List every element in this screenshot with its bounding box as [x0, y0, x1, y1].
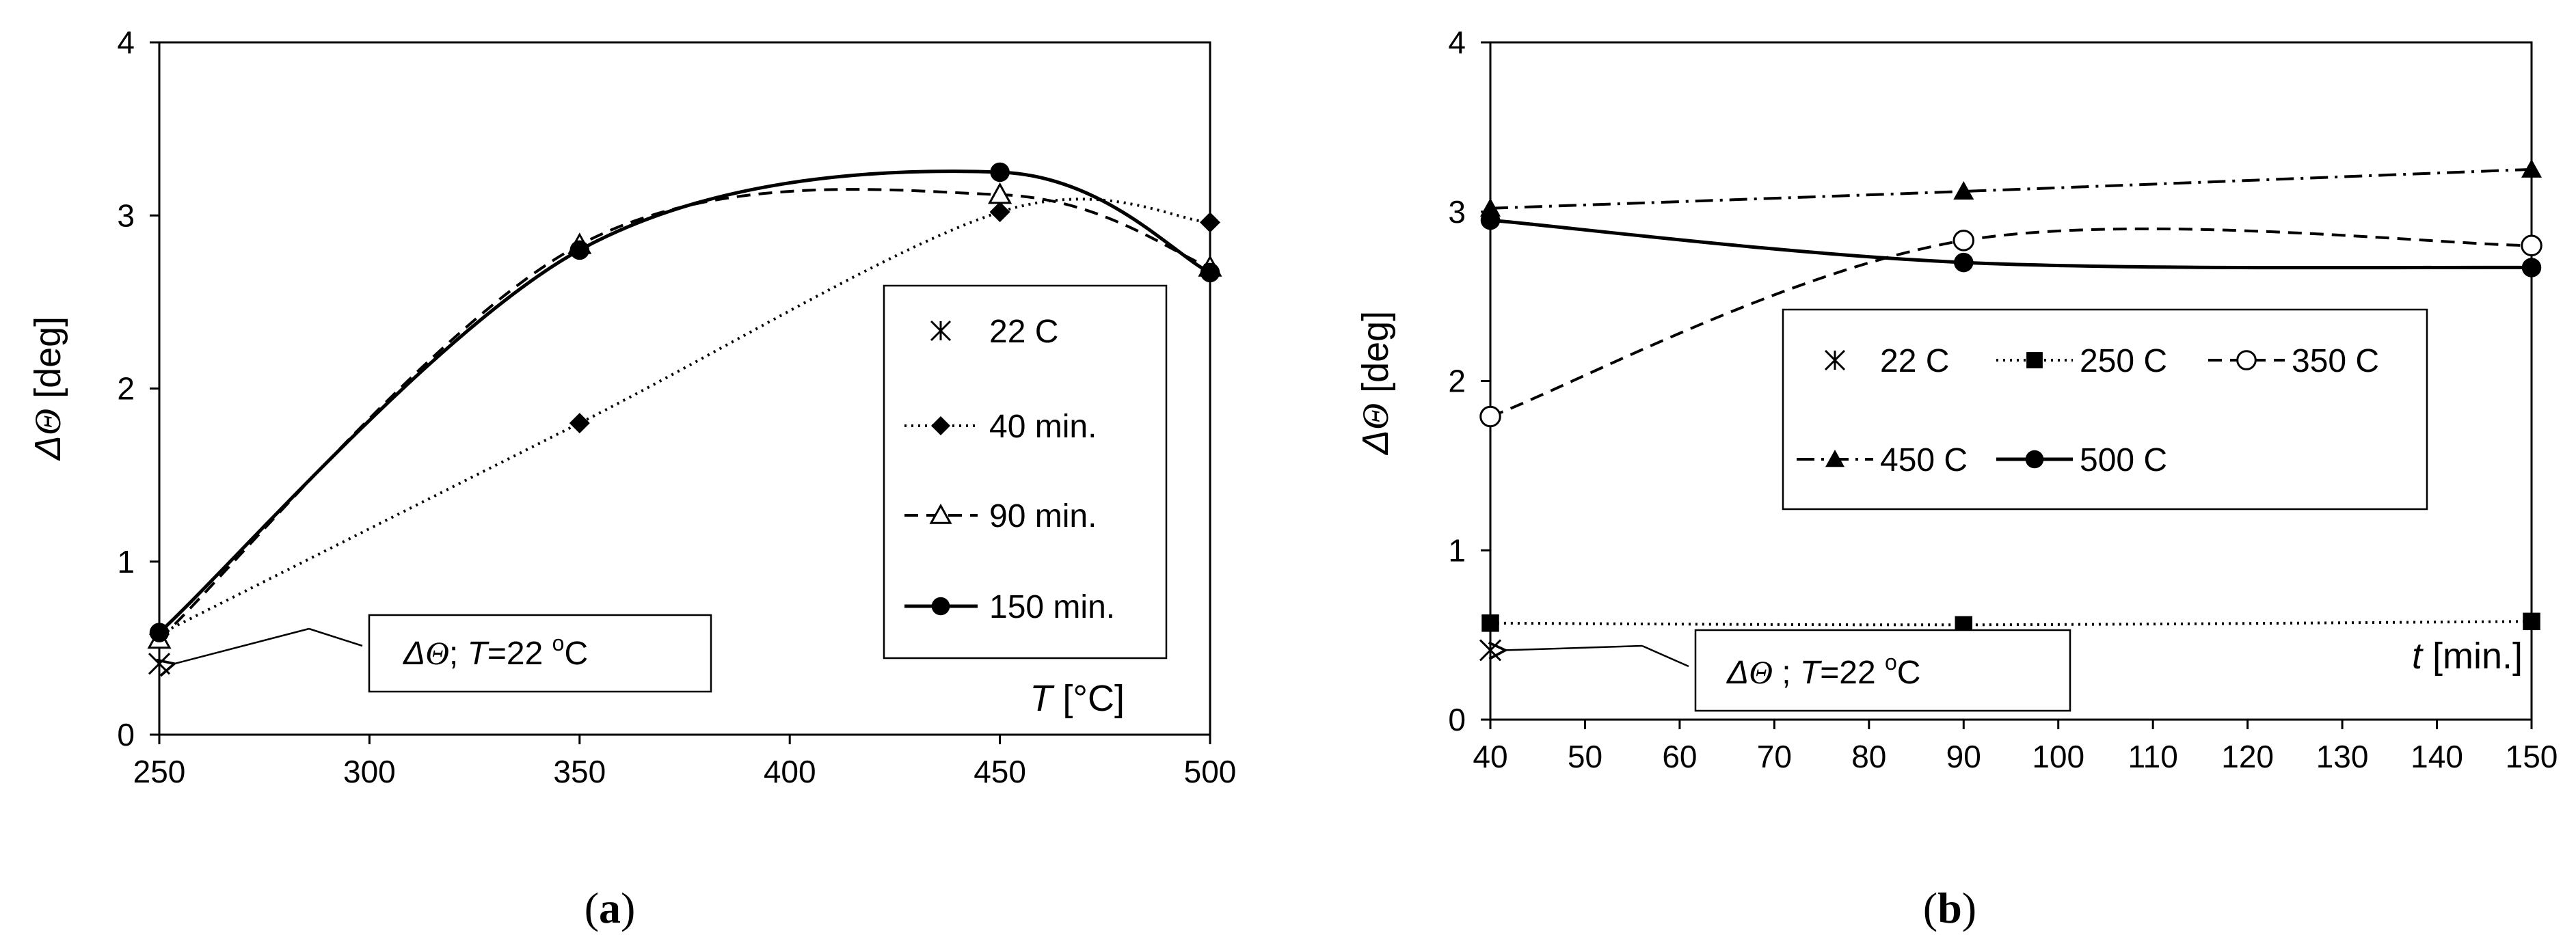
chart-b-point-250-c-0 [1481, 614, 1499, 632]
chart-a-y-tick-label: 2 [117, 371, 135, 407]
chart-b-x-tick-label: 110 [2128, 739, 2178, 774]
chart-a-series-line-150-min [158, 169, 1211, 634]
chart-b-x-tick-label: 140 [2411, 739, 2463, 774]
chart-b-legend-box [1782, 308, 2428, 511]
chart-a-point-40-min-2 [989, 202, 1010, 223]
chart-b-caption: (b) [1923, 884, 1976, 932]
chart-b-y-tick-label: 2 [1448, 364, 1466, 399]
chart-b-y-tick-label: 3 [1448, 194, 1466, 230]
chart-a-annotation-leader [308, 627, 363, 647]
chart-a-x-axis-label: T [°C] [1030, 678, 1125, 719]
chart-a-annotation: ΔΘ; T=22 oC [174, 614, 712, 693]
chart-a-y-axis-label: ΔΘ [deg] [27, 316, 68, 461]
chart-b-legend-rows: 22 C 250 C 350 C 450 C 500 C [1797, 343, 2379, 478]
chart-b-legend-label-350-c: 350 C [2292, 343, 2379, 379]
chart-b-x-tick-label: 80 [1851, 739, 1886, 774]
chart-a-legend-label-90-min: 90 min. [989, 498, 1097, 534]
chart-b-x-tick-label: 150 [2506, 739, 2558, 774]
chart-b-x-tick-label: 90 [1946, 739, 1981, 774]
chart-a-x-tick-label: 350 [553, 754, 606, 789]
chart-a-legend-marker-90-min [929, 503, 952, 524]
chart-b-x-tick-label: 130 [2316, 739, 2369, 774]
chart-a-annotation-arrow [174, 627, 310, 664]
chart-a-point-22-c-0 [148, 653, 171, 675]
chart-a-legend-marker-22-c [930, 320, 952, 342]
chart-b-x-tick-label: 120 [2221, 739, 2274, 774]
chart-b-series-line-450-c [1490, 167, 2532, 210]
chart-a-x-tick-label: 500 [1184, 754, 1237, 789]
chart-a-legend-label-150-min: 150 min. [989, 589, 1115, 625]
chart-b-annotation-text: ΔΘ ; T=22 oC [1726, 650, 1920, 691]
chart-b-legend-marker-350-c [2236, 350, 2257, 370]
chart-b-legend-label-250-c: 250 C [2080, 343, 2167, 379]
chart-b-legend-marker-450-c [1825, 450, 1844, 467]
chart-a-y-tick-label: 4 [117, 25, 135, 60]
chart-a-annotation-text: ΔΘ; T=22 oC [403, 631, 588, 672]
chart-a-y-tick-label: 1 [117, 544, 135, 580]
chart-b-point-500-c-0 [1480, 210, 1501, 230]
chart-b-legend-label-22-c: 22 C [1880, 343, 1949, 379]
chart-b-x-tick-label: 100 [2032, 739, 2084, 774]
chart-b-y-tick-label: 1 [1448, 532, 1466, 568]
chart-a-point-150-min-3 [1200, 262, 1220, 283]
chart-a-x-tick-label: 400 [764, 754, 816, 789]
chart-a-point-90-min-2 [988, 182, 1012, 204]
chart-a-legend-marker-40-min [931, 416, 950, 435]
chart-b-point-500-c-2 [2521, 258, 2542, 277]
chart-b-series-line-250-c [1490, 620, 2532, 627]
chart-b-legend-marker-22-c [1824, 349, 1846, 371]
chart-b-x-tick-label: 60 [1662, 739, 1697, 774]
chart-b-y-tick-label: 4 [1448, 25, 1466, 60]
chart-a-point-150-min-0 [149, 623, 170, 642]
chart-b-x-tick-label: 40 [1473, 739, 1507, 774]
chart-a-point-40-min-3 [1200, 212, 1220, 233]
chart-b-ticks: 40 50 60 70 80 90 100 110 120 130 140 150 0 1 2 3 4 [1448, 25, 2558, 774]
chart-a-legend-label-40-min: 40 min. [989, 409, 1097, 445]
chart-a-point-40-min-1 [569, 413, 590, 434]
chart-a-point-150-min-2 [990, 162, 1010, 182]
chart-b-x-tick-label: 70 [1757, 739, 1792, 774]
chart-b-legend-marker-500-c [2025, 450, 2044, 469]
chart-b-y-axis-label: ΔΘ [deg] [1355, 311, 1396, 456]
chart-b-legend: 22 C 250 C 350 C 450 C 500 C [1782, 308, 2428, 511]
chart-b-annotation-leader [1641, 644, 1689, 668]
chart-a-y-tick-label: 0 [117, 717, 135, 752]
chart-b-point-500-c-1 [1954, 252, 1974, 273]
chart-a-x-tick-label: 300 [343, 754, 396, 789]
chart-b-point-350-c-2 [2521, 234, 2543, 257]
chart-b-series-line-500-c [1490, 218, 2532, 270]
chart-b-x-axis-label: t [min.] [2412, 636, 2523, 677]
chart-b-point-450-c-1 [1953, 181, 1974, 200]
chart-a-ticks: 250 300 350 400 450 500 0 1 2 3 4 [117, 25, 1236, 789]
chart-a-legend-box [883, 284, 1168, 659]
chart-b-point-22-c-0 [1479, 639, 1502, 662]
chart-a-legend: 22 C 40 min. 90 min. 150 min. [883, 284, 1168, 659]
chart-b-point-250-c-2 [2523, 612, 2540, 631]
chart-b-annotation: ΔΘ ; T=22 oC [1505, 629, 2071, 712]
chart-a-x-tick-label: 250 [133, 754, 186, 789]
chart-b-legend-label-500-c: 500 C [2080, 442, 2167, 478]
chart-a-legend-marker-150-min [931, 597, 950, 616]
chart-b-annotation-arrow [1505, 646, 1643, 650]
chart-b: 40 50 60 70 80 90 100 110 120 130 140 150 0 1 2 3 4 ΔΘ [… [1355, 25, 2558, 932]
chart-a-legend-label-22-c: 22 C [989, 314, 1058, 350]
chart-b-point-350-c-1 [1953, 230, 1975, 251]
chart-a-annotation-box [368, 614, 712, 693]
chart-b-legend-label-450-c: 450 C [1880, 442, 1968, 478]
chart-b-x-tick-label: 50 [1568, 739, 1602, 774]
chart-a-point-150-min-1 [569, 240, 590, 260]
chart-b-legend-marker-250-c [2026, 352, 2043, 368]
chart-b-point-350-c-0 [1479, 405, 1501, 428]
chart-b-y-tick-label: 0 [1448, 702, 1466, 737]
chart-a-y-tick-label: 3 [117, 198, 135, 233]
chart-a-x-tick-label: 450 [974, 754, 1026, 789]
chart-a-legend-rows: 22 C 40 min. 90 min. 150 min. [904, 314, 1115, 625]
chart-a-caption: (a) [585, 884, 636, 932]
chart-b-point-450-c-2 [2521, 159, 2542, 178]
chart-b-annotation-box [1694, 629, 2071, 712]
